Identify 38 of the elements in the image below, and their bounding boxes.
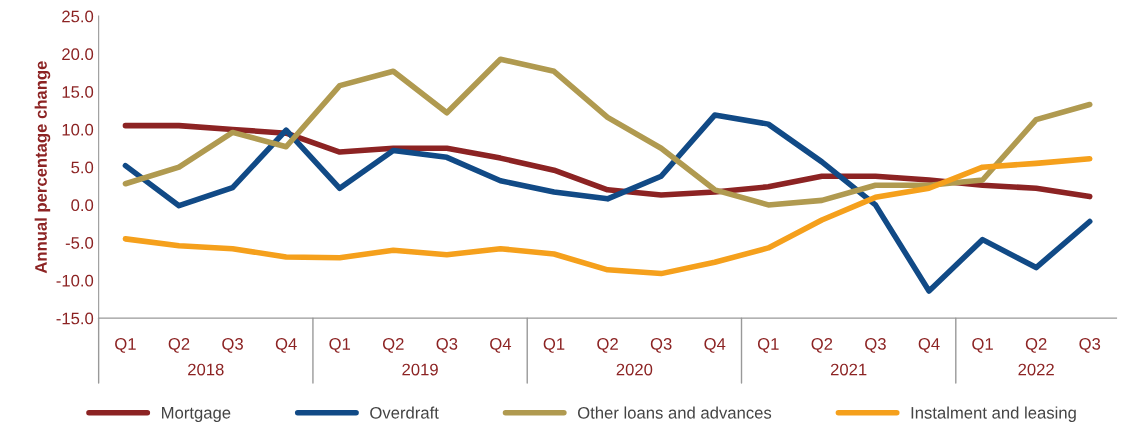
x-tick-label: Q4: [704, 338, 726, 353]
y-tick-label: 5.0: [71, 161, 94, 174]
legend-label: Instalment and leasing: [911, 406, 1076, 422]
legend-label: Mortgage: [162, 407, 231, 422]
x-tick-label: Q3: [1079, 338, 1101, 353]
y-tick-label: 0.0: [71, 199, 94, 212]
x-tick-label: Q3: [865, 338, 886, 353]
x-tick-label: Q4: [918, 338, 940, 353]
x-tick-label: Q2: [382, 338, 404, 353]
y-tick-label: -5.0: [65, 237, 94, 249]
x-tick-label: Q4: [275, 338, 297, 353]
legend-label: Overdraft: [370, 406, 439, 419]
x-tick-label: Q1: [757, 338, 779, 353]
text: 2019: [402, 363, 438, 376]
x-tick-label: Q1: [115, 338, 136, 353]
text: 2021: [830, 363, 867, 376]
text: 2022: [1018, 363, 1054, 376]
x-tick-label: Q1: [543, 338, 565, 353]
y-axis-title: Annual percentage change: [34, 61, 51, 274]
x-tick-label: Q1: [329, 338, 351, 353]
y-tick-label: 15.0: [62, 86, 94, 98]
legend-label: Other loans and advances: [577, 406, 772, 419]
x-tick-label: Q2: [1025, 338, 1047, 353]
y-tick-label: -10.0: [56, 274, 94, 287]
text: 2020: [616, 363, 653, 376]
y-tick-label: 20.0: [62, 48, 94, 61]
y-tick-label: -15.0: [56, 312, 94, 325]
x-tick-label: Q1: [972, 338, 993, 353]
text: 2018: [188, 363, 224, 376]
x-tick-label: Q3: [436, 338, 458, 353]
x-tick-label: Q2: [811, 338, 833, 353]
x-tick-label: Q3: [650, 338, 672, 353]
x-tick-label: Q3: [222, 338, 243, 353]
x-tick-label: Q2: [597, 338, 618, 353]
y-tick-label: 10.0: [62, 123, 94, 136]
x-tick-label: Q2: [168, 338, 190, 353]
x-tick-label: Q4: [490, 338, 512, 353]
y-tick-label: 25.0: [62, 10, 94, 23]
